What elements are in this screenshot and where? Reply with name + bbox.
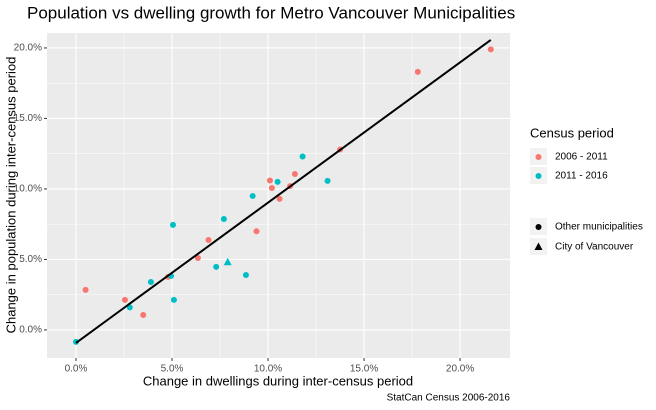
point <box>242 271 249 278</box>
point <box>268 184 275 191</box>
fit-line <box>75 39 492 344</box>
point <box>170 296 177 303</box>
point <box>266 177 273 184</box>
point <box>121 296 128 303</box>
point <box>299 153 306 160</box>
y-tick-label: 10.0% <box>14 184 42 195</box>
x-axis-title: Change in dwellings during inter-census … <box>143 373 413 388</box>
caption: StatCan Census 2006-2016 <box>387 393 511 404</box>
point <box>82 286 89 293</box>
y-tick-label: 20.0% <box>14 43 42 54</box>
point <box>324 177 331 184</box>
legend-label: 2011 - 2016 <box>555 171 608 182</box>
y-tick-label: 0.0% <box>19 325 42 336</box>
point <box>487 46 494 53</box>
legend-label: 2006 - 2011 <box>555 152 608 163</box>
point <box>140 311 147 318</box>
x-tick-label: 5.0% <box>161 364 184 375</box>
chart-title: Population vs dwelling growth for Metro … <box>27 3 515 22</box>
y-tick-label: 5.0% <box>19 254 42 265</box>
y-tick-label: 15.0% <box>14 113 42 124</box>
x-tick-label: 20.0% <box>446 364 474 375</box>
point <box>169 221 176 228</box>
point <box>213 263 220 270</box>
point <box>253 228 260 235</box>
point <box>205 236 212 243</box>
x-tick-label: 15.0% <box>350 364 378 375</box>
legend-label: Other municipalities <box>555 222 643 233</box>
point <box>220 215 227 222</box>
x-tick-label: 10.0% <box>254 364 282 375</box>
legend-marker <box>535 173 542 179</box>
point <box>249 192 256 199</box>
legend-marker <box>534 242 543 250</box>
legend-marker <box>535 224 542 230</box>
y-axis-title: Change in population during inter-census… <box>3 57 18 334</box>
point <box>147 279 154 286</box>
point <box>223 257 232 266</box>
legend-marker <box>535 154 542 160</box>
point <box>291 170 298 177</box>
legend-label: City of Vancouver <box>555 242 634 253</box>
point <box>414 68 421 75</box>
x-tick-label: 0.0% <box>65 364 88 375</box>
point <box>194 255 201 262</box>
point <box>276 195 283 202</box>
legend-title: Census period <box>530 125 614 140</box>
point <box>274 178 281 185</box>
